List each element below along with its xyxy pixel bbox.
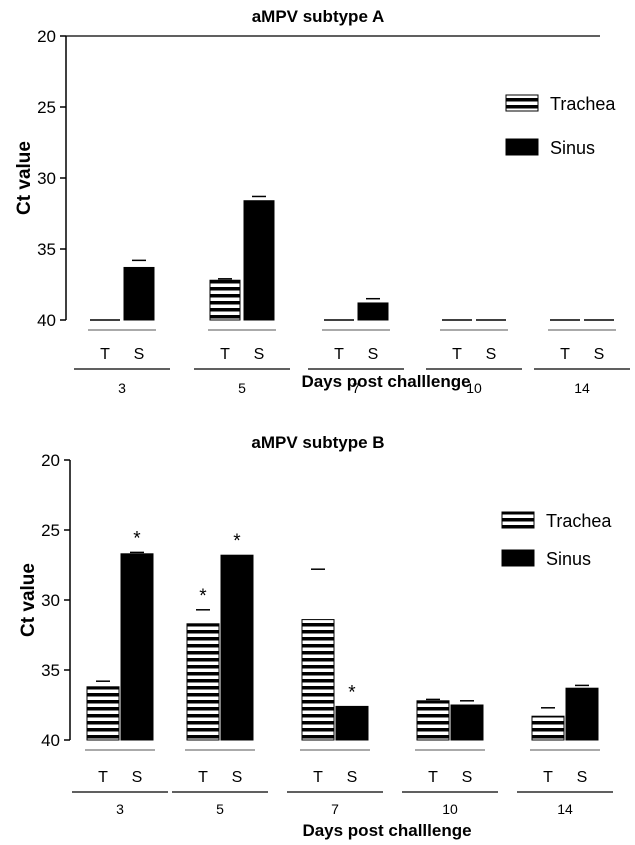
significance-star: * (133, 528, 141, 549)
x-category-label: 5 (238, 380, 246, 396)
bar-label-s: S (232, 769, 243, 786)
legend-label-sinus: Sinus (546, 549, 591, 569)
x-category-label: 14 (557, 801, 573, 817)
bar-label-s: S (347, 769, 358, 786)
chart-title: aMPV subtype A (252, 7, 385, 26)
y-tick-label: 40 (37, 311, 56, 330)
x-axis-label: Days post challlenge (301, 372, 470, 391)
x-category-label: 14 (574, 380, 590, 396)
chart-panel-a: aMPV subtype A 20 25 30 35 40 Ct value T S 3 T S 5 T S… (14, 7, 630, 396)
bar-trachea-day-14 (531, 715, 565, 741)
bar-label-t: T (198, 769, 208, 786)
bar-label-s: S (486, 346, 497, 363)
significance-star: * (233, 531, 241, 552)
x-category-label: 10 (466, 380, 482, 396)
bar-label-t: T (100, 346, 110, 363)
y-tick-label: 30 (41, 591, 60, 610)
bar-label-s: S (368, 346, 379, 363)
x-category-label: 7 (352, 380, 360, 396)
bar-label-s: S (462, 769, 473, 786)
legend-swatch-trachea (501, 511, 535, 529)
bar-label-s: S (577, 769, 588, 786)
bar-label-t: T (98, 769, 108, 786)
x-category-label: 5 (216, 801, 224, 817)
y-tick-label: 35 (37, 240, 56, 259)
y-tick-label: 20 (41, 451, 60, 470)
bar-sinus-day-3 (123, 266, 155, 321)
bar-label-t: T (313, 769, 323, 786)
x-axis-label: Days post challlenge (302, 821, 471, 840)
bar-sinus-day-5 (220, 554, 254, 741)
x-category-label: 3 (118, 380, 126, 396)
bar-label-t: T (452, 346, 462, 363)
bar-sinus-day-7 (335, 705, 369, 741)
bar-sinus-day-10 (450, 704, 484, 741)
y-tick-label: 20 (37, 27, 56, 46)
bar-sinus-day-7 (357, 302, 389, 321)
y-axis-label: Ct value (14, 141, 35, 215)
bar-trachea-day-10 (416, 700, 450, 741)
bar-label-s: S (594, 346, 605, 363)
bar-trachea-day-3 (86, 686, 120, 741)
legend-label-trachea: Trachea (546, 511, 612, 531)
bar-label-t: T (220, 346, 230, 363)
bar-label-s: S (134, 346, 145, 363)
legend-swatch-sinus (505, 138, 539, 156)
bar-label-t: T (428, 769, 438, 786)
y-tick-label: 25 (37, 98, 56, 117)
bar-trachea-day-5 (209, 279, 241, 321)
y-tick-label: 35 (41, 661, 60, 680)
y-axis-label: Ct value (18, 563, 39, 637)
y-tick-label: 40 (41, 731, 60, 750)
chart-title: aMPV subtype B (251, 433, 384, 452)
bar-sinus-day-3 (120, 553, 154, 741)
bar-label-t: T (560, 346, 570, 363)
bar-trachea-day-7 (301, 619, 335, 741)
legend-swatch-trachea (505, 94, 539, 112)
significance-star: * (348, 682, 356, 703)
legend-label-trachea: Trachea (550, 94, 616, 114)
significance-star: * (199, 586, 207, 607)
bar-trachea-day-5 (186, 623, 220, 741)
legend-label-sinus: Sinus (550, 138, 595, 158)
bar-label-t: T (334, 346, 344, 363)
x-category-label: 7 (331, 801, 339, 817)
x-category-label: 3 (116, 801, 124, 817)
legend-swatch-sinus (501, 549, 535, 567)
x-category-label: 10 (442, 801, 458, 817)
bar-label-s: S (132, 769, 143, 786)
y-tick-label: 25 (41, 521, 60, 540)
bar-sinus-day-5 (243, 200, 275, 321)
bar-label-s: S (254, 346, 265, 363)
bar-label-t: T (543, 769, 553, 786)
bar-sinus-day-14 (565, 687, 599, 741)
y-tick-label: 30 (37, 169, 56, 188)
